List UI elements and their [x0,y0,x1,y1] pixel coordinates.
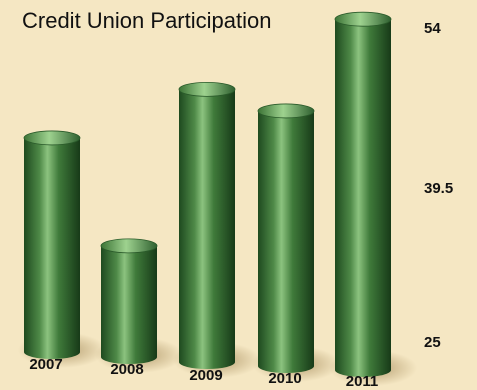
y-tick-label-min: 25 [424,334,441,351]
bar-cap [334,11,392,27]
x-tick-label-2008: 2008 [110,361,144,378]
bar-2011 [329,11,417,386]
x-tick-label-2010: 2010 [268,370,302,387]
x-tick-label-2009: 2009 [189,367,223,384]
bar-body [179,89,235,370]
bar-body [258,110,314,373]
bar-cap [178,81,236,97]
bar-cap [23,130,81,146]
bar-cap [100,238,158,254]
bar-2008 [95,238,183,373]
x-tick-label-2011: 2011 [345,373,379,390]
y-tick-label-max: 54 [424,20,441,37]
bar-2007 [18,130,106,368]
bar-body [24,137,80,359]
bar-cap [257,103,315,119]
y-tick-label-mid: 39.5 [424,180,454,197]
bar-2010 [252,103,340,382]
chart-title: Credit Union Participation [22,8,272,33]
bar-body [335,19,391,377]
bar-body [101,245,157,364]
x-tick-label-2007: 2007 [29,356,63,373]
bar-2009 [173,81,261,378]
